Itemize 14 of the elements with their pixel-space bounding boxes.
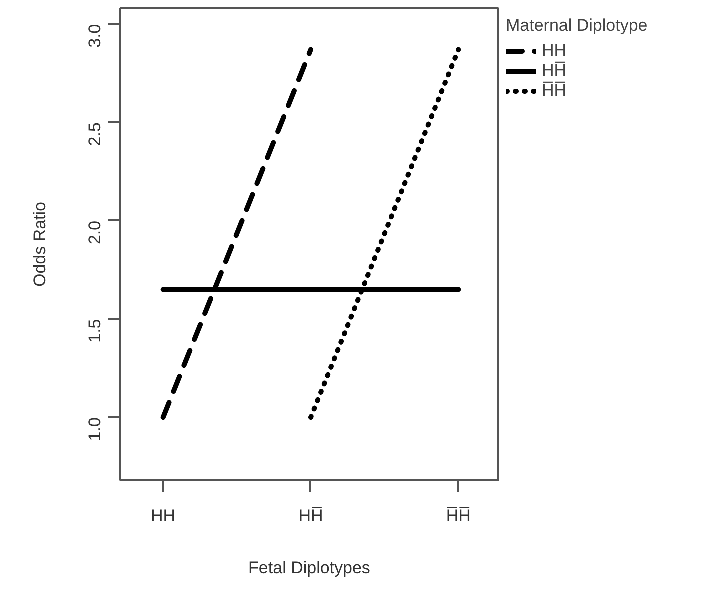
- y-axis-title: Odds Ratio: [30, 202, 50, 288]
- x-tick-label: HH̅: [298, 506, 324, 526]
- y-tick-label: 3.0: [86, 24, 104, 48]
- y-tick-label: 2.0: [86, 220, 104, 245]
- legend-label: HH: [542, 41, 567, 61]
- x-tick-label: H̅H̅: [446, 506, 471, 526]
- legend-label: HH̅: [542, 61, 567, 81]
- legend-title: Maternal Diplotype: [506, 16, 648, 36]
- x-axis-title: Fetal Diplotypes: [248, 558, 370, 578]
- y-tick-label: 1.5: [86, 319, 104, 343]
- y-tick-label: 2.5: [86, 122, 104, 146]
- x-tick-label: HH: [151, 506, 176, 526]
- y-tick-label: 1.0: [86, 418, 104, 442]
- legend-label: H̅H̅: [542, 81, 567, 101]
